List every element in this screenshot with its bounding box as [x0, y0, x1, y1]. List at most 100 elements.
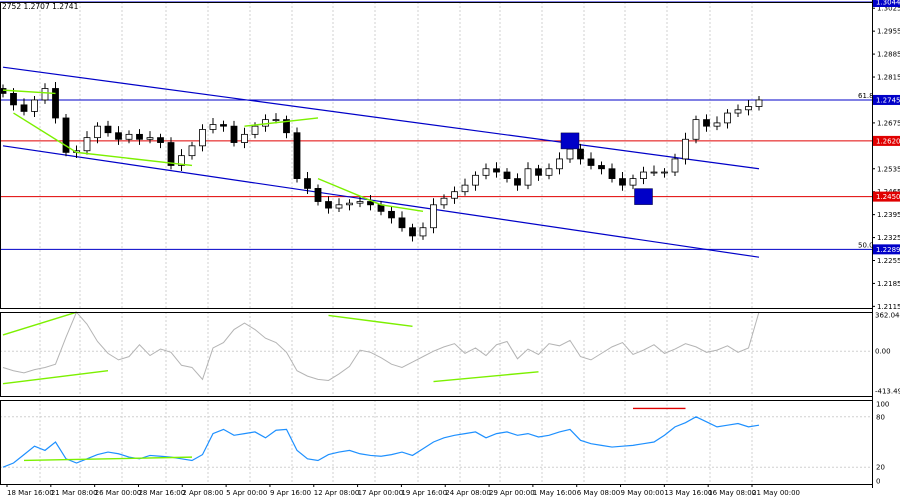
candle-body	[409, 227, 416, 237]
candle-body	[41, 88, 49, 101]
candle-body	[461, 184, 469, 193]
candle-body	[230, 125, 238, 143]
x-tick-label: 13 May 16:00	[664, 489, 712, 497]
level-tag-label: 1.2745	[876, 96, 900, 104]
x-tick-label: 19 Apr 16:00	[401, 489, 447, 497]
candle-body	[20, 104, 28, 112]
candle-body	[577, 148, 584, 160]
x-tick-label: 21 Mar 08:00	[51, 489, 98, 497]
y-tick-label: 1.2675	[877, 119, 900, 127]
candle-body	[104, 125, 112, 134]
candle-body	[682, 138, 689, 160]
rsi-tick-label: 100	[876, 401, 889, 409]
y-tick-label: 1.2955	[877, 28, 900, 36]
candle-body	[692, 119, 700, 140]
candle-body	[146, 137, 154, 140]
candle-body	[419, 227, 427, 237]
candle-body	[566, 148, 574, 160]
grid-lines	[39, 2, 753, 484]
candle-body	[545, 168, 553, 176]
candle-body	[304, 178, 311, 189]
rsi-divergence-line	[23, 456, 193, 462]
candle-body	[367, 201, 374, 206]
candle-body	[157, 137, 164, 143]
candle-body	[31, 99, 38, 112]
y-tick-label: 1.2255	[877, 257, 900, 265]
candle-body	[650, 171, 658, 174]
rsi-line	[2, 416, 760, 468]
level-tag-bg	[873, 244, 900, 255]
y-tick-label: 1.2815	[877, 74, 900, 82]
candle-body	[62, 117, 70, 153]
candle-body	[94, 125, 101, 139]
ohlc-header: 2752 1.2707 1.2741	[2, 2, 79, 11]
y-tick-label: 1.2395	[877, 211, 900, 219]
candle-body	[713, 122, 721, 127]
candle-body	[52, 88, 59, 119]
y-tick-label: 1.2325	[877, 234, 900, 242]
candle-body	[661, 171, 668, 174]
x-tick-label: 5 Apr 00:00	[226, 489, 267, 497]
candle-body	[629, 178, 637, 186]
y-tick-label: 1.3025	[877, 5, 900, 13]
x-tick-label: 16 May 08:00	[708, 489, 756, 497]
candle-body	[587, 158, 595, 166]
candle-body	[283, 119, 290, 134]
candle-body	[398, 217, 406, 229]
level-tag-bg	[873, 0, 900, 7]
x-tick-label: 12 Apr 08:00	[314, 489, 360, 497]
x-tick-label: 29 Apr 00:00	[489, 489, 535, 497]
candle-body	[10, 93, 17, 106]
candle-body	[199, 129, 206, 147]
level-tag-label: 1.2450	[876, 193, 900, 201]
divergence-line	[317, 177, 382, 206]
candle-body	[388, 210, 395, 219]
candle-body	[115, 132, 122, 140]
x-tick-label: 28 Mar 16:00	[138, 489, 185, 497]
level-tag-bg	[873, 94, 900, 105]
x-tick-label: 17 Apr 00:00	[358, 489, 404, 497]
x-tick-label: 1 May 16:00	[533, 489, 577, 497]
candle-body	[440, 197, 448, 206]
candle-body	[608, 168, 616, 179]
candle-body	[241, 133, 248, 143]
x-tick-label: 24 Apr 08:00	[445, 489, 491, 497]
candle-body	[703, 119, 710, 127]
cci-divergence-line	[328, 314, 413, 327]
rsi-tick-label: 0	[876, 478, 880, 486]
candle-body	[125, 133, 133, 140]
x-tick-label: 9 Apr 16:00	[270, 489, 311, 497]
cci-line	[2, 311, 760, 381]
x-tick-label: 2 Apr 08:00	[182, 489, 223, 497]
candle-body	[251, 125, 259, 135]
cci-divergence-line	[433, 371, 539, 383]
candle-body	[671, 158, 679, 173]
cci-divergence-line	[2, 370, 109, 385]
y-tick-label: 1.2535	[877, 165, 900, 173]
candle-body	[356, 201, 364, 204]
candle-body	[472, 174, 479, 186]
price-panel: 61.8 50.0	[0, 1, 874, 258]
level-tag-bg	[873, 135, 900, 146]
panel-frame-2	[0, 400, 873, 485]
x-tick-label: 18 Mar 16:00	[7, 489, 54, 497]
candle-body	[640, 171, 647, 179]
cci-tick-label: 0.00	[875, 348, 891, 356]
candle-body	[598, 165, 605, 170]
y-tick-label: 1.2885	[877, 51, 900, 59]
signal-box	[560, 132, 580, 150]
rsi-tick-label: 20	[876, 464, 885, 472]
candle-body	[493, 168, 500, 173]
candle-body	[178, 155, 185, 166]
y-tick-label: 1.2185	[877, 280, 900, 288]
x-tick-label: 9 May 00:00	[621, 489, 665, 497]
level-tag-label: 1.3044	[876, 0, 900, 7]
rsi-tick-label: 80	[876, 413, 885, 421]
level-tag-label: 1.2289	[876, 246, 900, 254]
y-tick-label: 1.2115	[877, 303, 900, 311]
panel-frame-0	[0, 2, 873, 309]
candle-body	[430, 204, 437, 229]
candle-body	[755, 99, 763, 107]
x-tick-label: 26 Mar 00:00	[95, 489, 142, 497]
